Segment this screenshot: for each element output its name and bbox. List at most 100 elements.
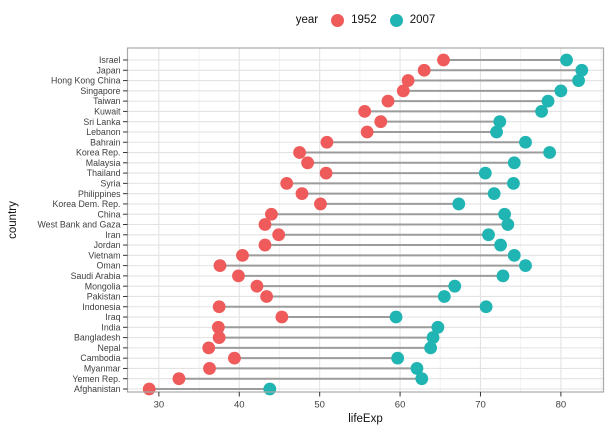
data-point-2007 [263, 382, 277, 396]
data-point-2007 [519, 259, 532, 273]
data-point-2007 [415, 372, 429, 386]
data-point-1952 [374, 115, 388, 129]
data-point-2007 [496, 269, 510, 283]
y-tick-label: Hong Kong China [51, 76, 121, 86]
y-tick-label: Myanmar [84, 364, 121, 374]
y-tick-label: Kuwait [94, 107, 121, 117]
data-point-2007 [448, 279, 462, 293]
y-tick-label: Sri Lanka [83, 117, 120, 127]
y-tick-label: Oman [97, 261, 121, 271]
data-point-1952 [381, 94, 395, 108]
data-point-1952 [203, 362, 216, 375]
data-point-1952 [211, 320, 225, 334]
y-tick-label: Iraq [105, 312, 120, 322]
y-tick-label: Afghanistan [74, 384, 121, 394]
data-point-1952 [301, 156, 315, 170]
y-axis-title: country [7, 201, 19, 239]
data-point-1952 [295, 187, 309, 201]
data-point-1952 [236, 248, 249, 262]
data-point-1952 [293, 146, 306, 159]
y-tick-label: Cambodia [80, 353, 120, 363]
data-point-2007 [431, 320, 445, 334]
data-point-1952 [212, 300, 226, 314]
data-point-1952 [358, 105, 372, 118]
legend-item-2007: 2007 [389, 13, 436, 27]
x-axis-title: lifeExp [348, 413, 383, 425]
y-tick-label: Singapore [80, 86, 120, 96]
data-point-2007 [507, 176, 520, 190]
data-point-1952 [213, 259, 227, 273]
y-tick-label: Japan [97, 65, 121, 75]
y-tick-label: India [101, 322, 120, 332]
data-point-1952 [396, 84, 410, 98]
data-point-1952 [250, 279, 264, 293]
data-point-2007 [519, 135, 532, 149]
data-point-2007 [437, 290, 451, 303]
data-point-2007 [575, 63, 589, 77]
y-tick-label: Thailand [87, 168, 121, 178]
legend-label-1952: 1952 [351, 14, 377, 26]
y-tick-label: Philippines [78, 189, 121, 199]
data-point-1952 [228, 351, 241, 365]
data-point-2007 [389, 310, 403, 324]
data-point-2007 [391, 351, 405, 365]
legend-swatch-1952-icon [331, 13, 345, 27]
legend-item-1952: 1952 [331, 13, 377, 27]
legend-swatch-2007-icon [389, 13, 403, 27]
data-point-2007 [507, 248, 521, 262]
x-tick-label: 50 [314, 400, 325, 411]
data-point-1952 [265, 207, 278, 221]
data-point-2007 [426, 331, 440, 344]
y-tick-label: Yemen Rep. [72, 374, 120, 384]
y-tick-label: Saudi Arabia [71, 271, 121, 281]
legend: year 1952 2007 [127, 11, 604, 29]
y-tick-label: Indonesia [82, 302, 120, 312]
data-point-1952 [360, 125, 374, 139]
data-point-1952 [280, 176, 294, 190]
data-point-2007 [535, 105, 548, 118]
data-point-2007 [490, 125, 503, 139]
data-point-1952 [314, 197, 327, 211]
data-point-2007 [478, 166, 492, 180]
data-point-1952 [258, 238, 272, 252]
data-point-2007 [424, 341, 438, 355]
y-tick-label: Korea Rep. [76, 148, 121, 158]
data-point-1952 [320, 135, 334, 149]
y-tick-label: Vietnam [88, 250, 120, 260]
data-point-1952 [202, 341, 216, 355]
data-point-2007 [560, 53, 573, 67]
data-point-2007 [479, 300, 493, 314]
data-point-2007 [452, 197, 466, 211]
y-tick-label: Iran [105, 230, 120, 240]
data-point-2007 [572, 74, 585, 87]
data-point-1952 [401, 74, 415, 87]
x-tick-label: 70 [475, 400, 486, 411]
data-point-1952 [275, 310, 289, 324]
data-point-2007 [482, 228, 495, 242]
y-tick-label: Syria [100, 178, 120, 188]
data-point-2007 [498, 207, 512, 221]
data-point-2007 [494, 238, 507, 252]
legend-label-2007: 2007 [409, 14, 436, 26]
y-tick-label: Nepal [98, 343, 121, 353]
data-point-1952 [172, 372, 186, 386]
y-tick-label: Bahrain [90, 137, 120, 147]
y-tick-label: Pakistan [87, 292, 121, 302]
x-tick-label: 30 [154, 400, 165, 411]
data-point-2007 [501, 218, 515, 231]
data-point-1952 [260, 290, 274, 303]
y-tick-label: Korea Dem. Rep. [53, 199, 121, 209]
y-tick-label: Bangladesh [74, 333, 121, 343]
y-tick-label: Jordan [94, 240, 121, 250]
y-tick-label: West Bank and Gaza [38, 220, 121, 230]
data-point-2007 [487, 187, 501, 201]
y-tick-label: Mongolia [85, 281, 121, 291]
data-point-1952 [417, 63, 431, 77]
data-point-1952 [212, 331, 226, 344]
x-tick-label: 80 [556, 400, 567, 411]
y-tick-label: China [98, 209, 121, 219]
data-point-2007 [543, 146, 557, 159]
data-point-2007 [410, 362, 424, 375]
